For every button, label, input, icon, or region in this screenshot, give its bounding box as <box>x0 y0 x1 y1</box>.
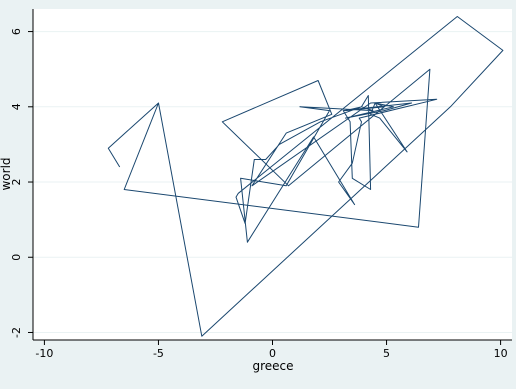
y-tick-label: -2 <box>10 327 23 338</box>
series-lines <box>107 16 504 337</box>
x-tick-label: -10 <box>35 347 53 360</box>
x-axis-label: greece <box>252 359 293 373</box>
y-tick-label: 0 <box>10 254 23 261</box>
grid-lines <box>33 31 512 333</box>
y-tick-label: 2 <box>10 179 23 186</box>
y-tick-label: 4 <box>10 103 23 110</box>
plot-area <box>33 9 512 340</box>
y-tick-label: 6 <box>10 28 23 35</box>
x-tick-label: 0 <box>269 347 276 360</box>
y-axis-label: world <box>0 157 13 190</box>
ticks: -2 0 2 4 6 -10 -5 0 5 10 <box>10 28 508 360</box>
series-line <box>107 16 504 337</box>
x-tick-label: 10 <box>494 347 508 360</box>
x-tick-label: 5 <box>383 347 390 360</box>
x-tick-label: -5 <box>153 347 164 360</box>
